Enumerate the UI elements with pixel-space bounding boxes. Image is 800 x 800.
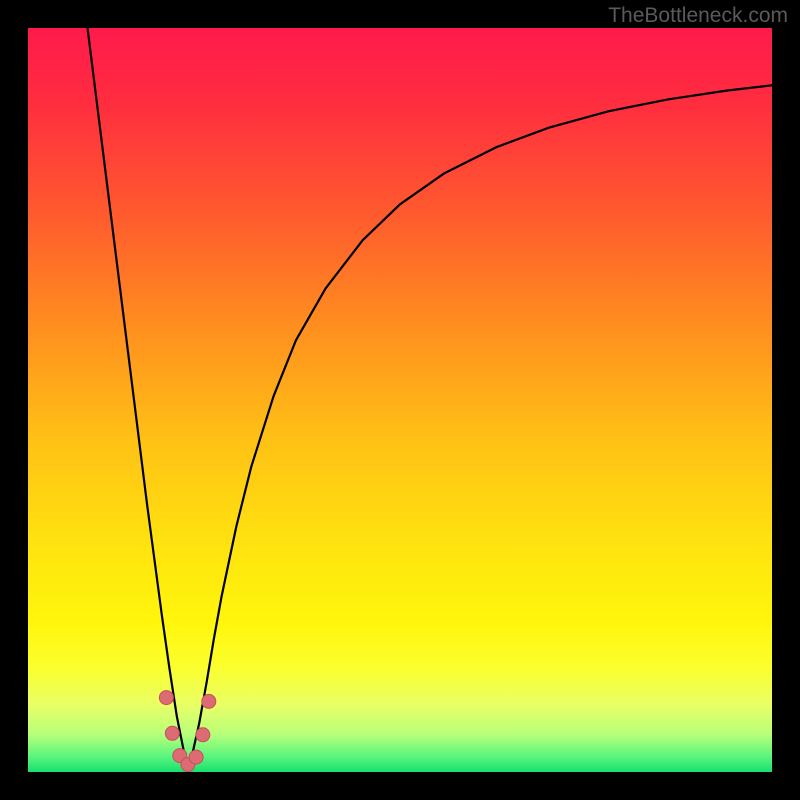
curve-marker bbox=[196, 728, 210, 742]
plot-area bbox=[28, 28, 772, 772]
curve-marker bbox=[189, 750, 203, 764]
marker-group bbox=[159, 691, 215, 772]
curve-marker bbox=[202, 694, 216, 708]
curve-marker bbox=[159, 691, 173, 705]
curve-marker bbox=[165, 726, 179, 740]
chart-svg bbox=[28, 28, 772, 772]
plot-frame bbox=[28, 28, 772, 772]
bottleneck-curve bbox=[88, 28, 772, 765]
watermark-text: TheBottleneck.com bbox=[608, 4, 788, 28]
